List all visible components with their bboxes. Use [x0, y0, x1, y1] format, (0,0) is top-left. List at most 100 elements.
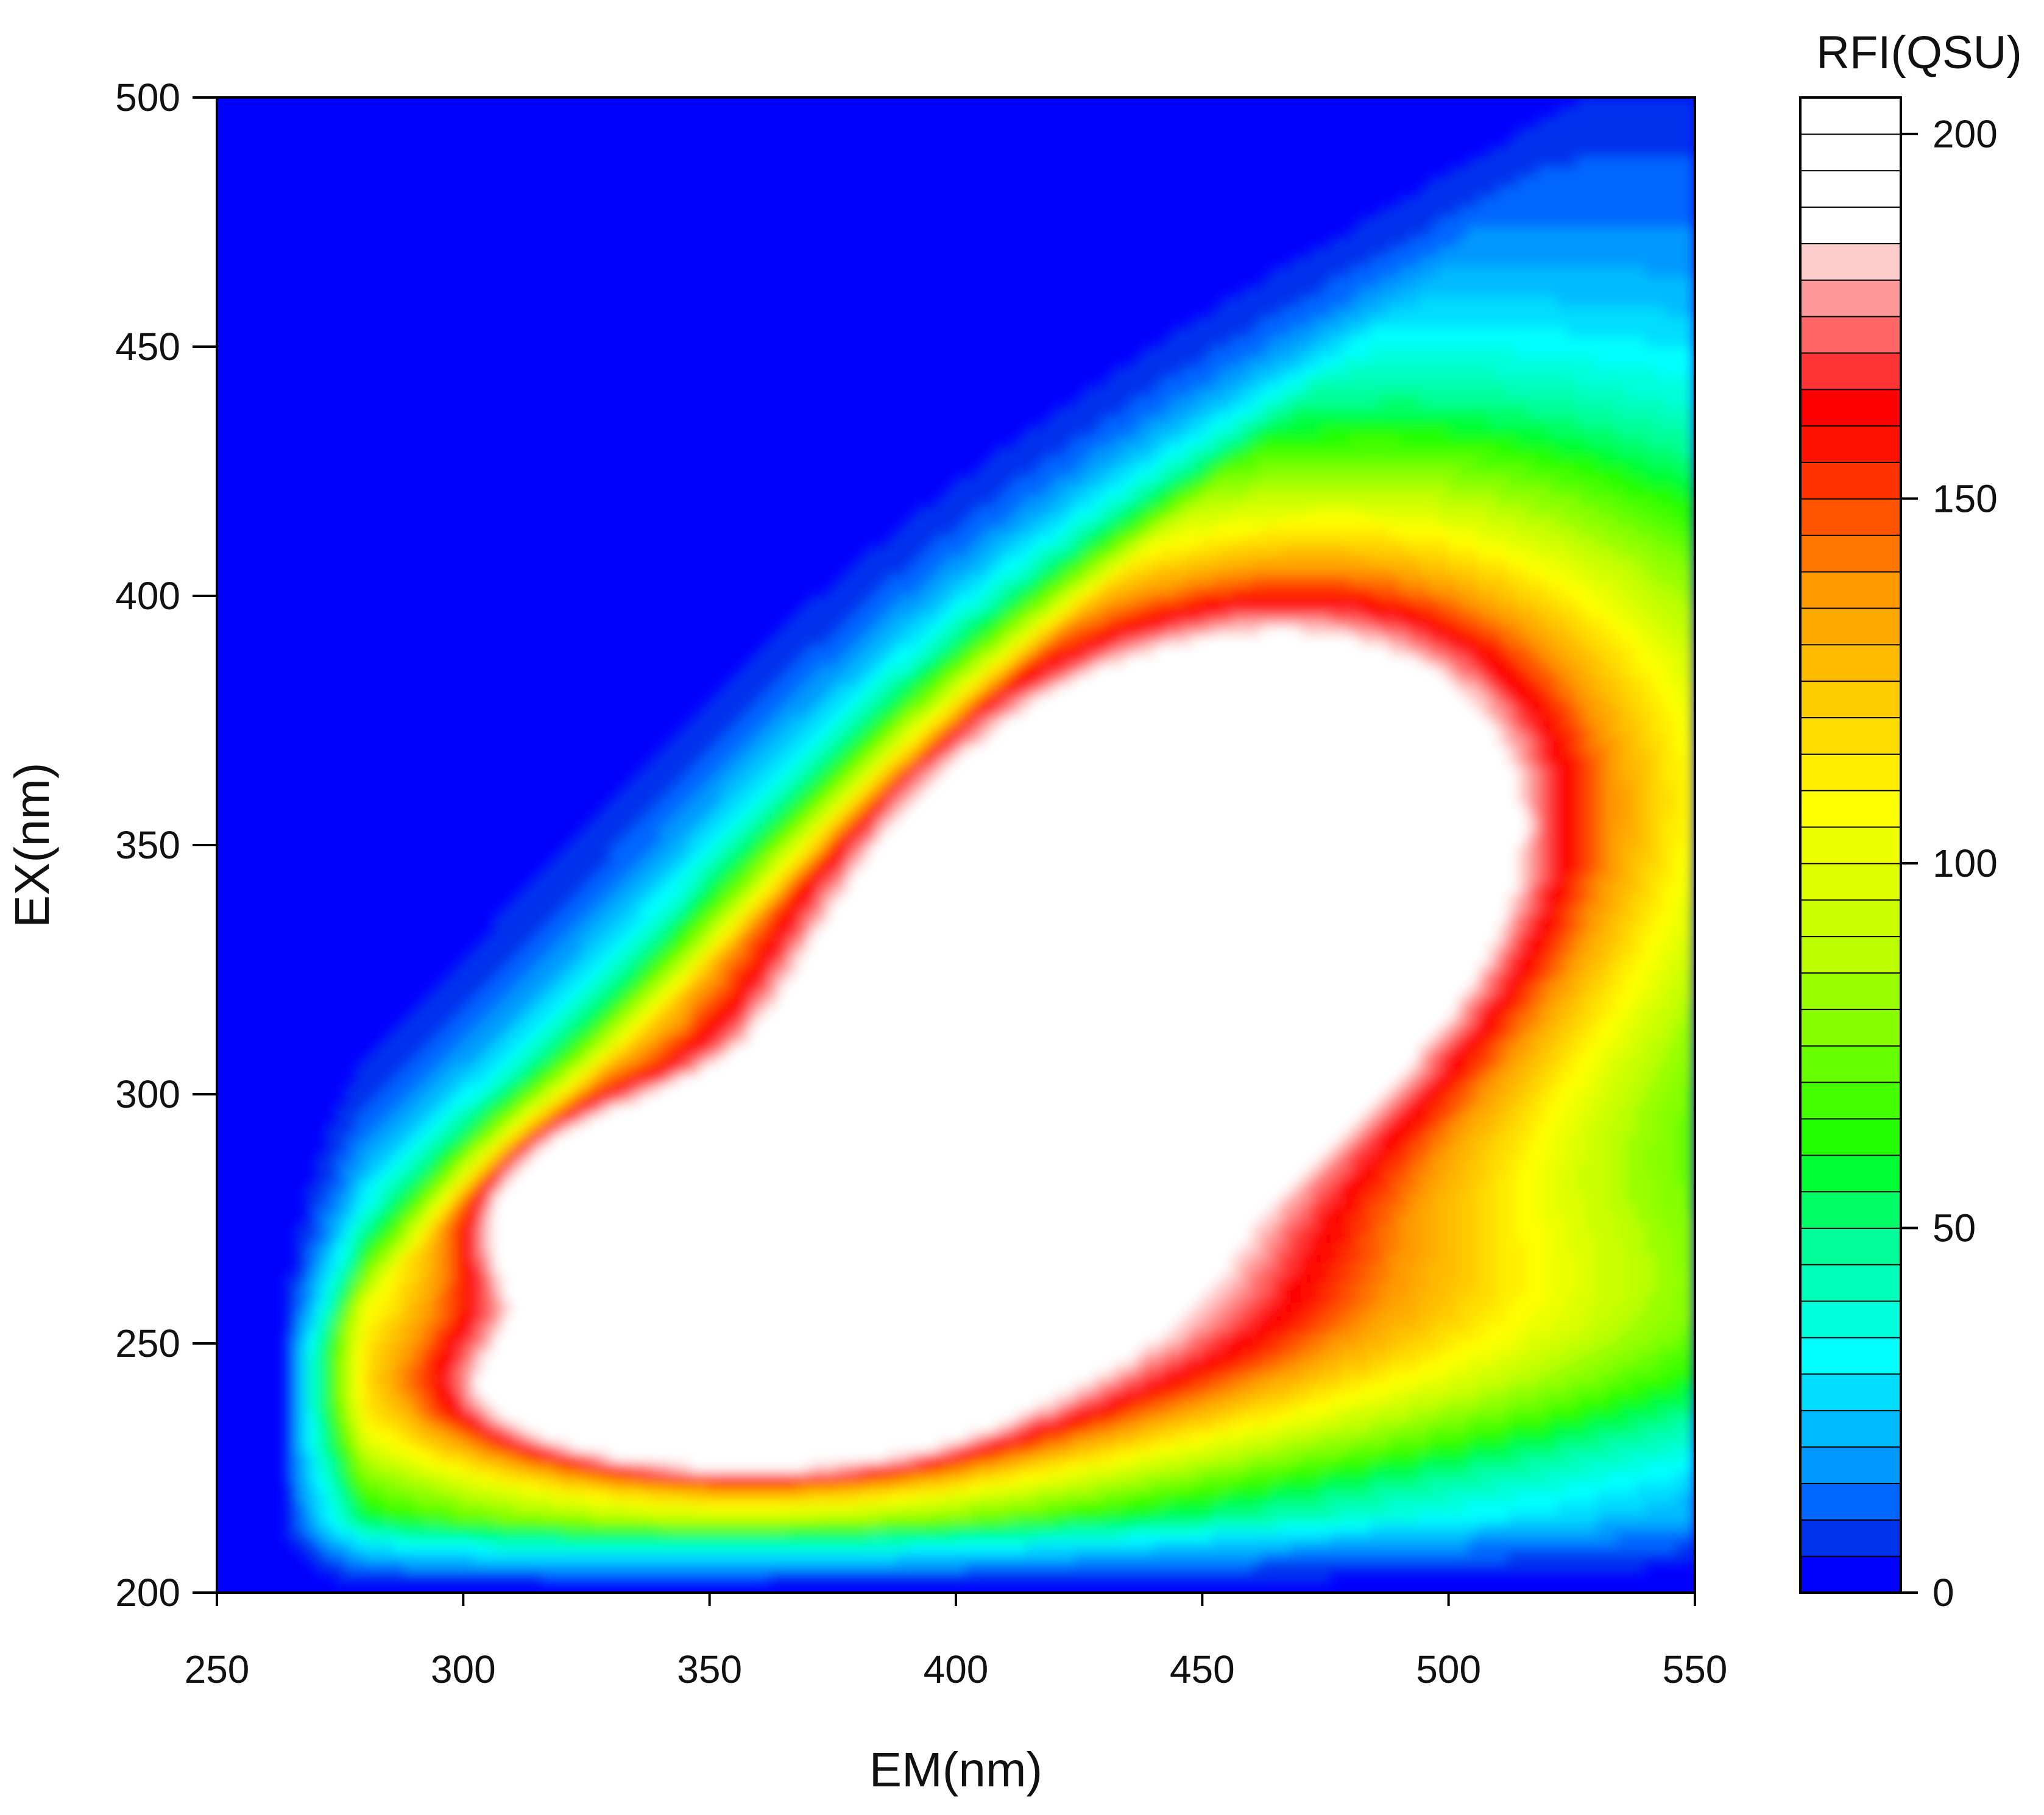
contour-cell [611, 955, 621, 965]
contour-cell [571, 1343, 582, 1354]
contour-cell [710, 1014, 720, 1025]
contour-cell [325, 1244, 336, 1254]
contour-cell [562, 1284, 572, 1294]
contour-cell [434, 994, 444, 1005]
contour-cell [877, 825, 888, 835]
contour-cell [345, 1264, 355, 1274]
contour-cell [926, 506, 936, 517]
contour-cell [788, 666, 799, 676]
contour-cell [592, 1024, 602, 1035]
contour-cell [532, 885, 543, 895]
contour-cell [552, 1035, 562, 1045]
contour-cell [463, 1055, 473, 1065]
contour-cell [788, 1323, 799, 1334]
contour-cell [690, 1473, 700, 1484]
contour-cell [355, 1204, 365, 1214]
contour-cell [720, 935, 730, 945]
contour-cell [670, 925, 681, 935]
contour-cell [562, 1503, 572, 1513]
contour-cell [897, 1383, 907, 1393]
contour-cell [907, 775, 917, 785]
contour-cell [503, 1174, 513, 1184]
contour-cell [857, 1453, 868, 1463]
contour-cell [660, 1194, 671, 1205]
contour-cell [857, 865, 868, 876]
contour-cell [808, 1144, 818, 1155]
contour-cell [562, 1334, 572, 1344]
contour-cell [729, 1393, 740, 1404]
contour-cell [710, 964, 720, 975]
contour-cell [493, 1314, 503, 1324]
contour-cell [838, 1493, 848, 1503]
contour-cell [916, 1423, 927, 1434]
contour-cell [847, 1293, 858, 1304]
contour-cell [729, 726, 740, 736]
contour-cell [838, 865, 848, 876]
contour-cell [798, 1164, 808, 1175]
contour-cell [611, 865, 621, 876]
contour-cell [759, 1453, 769, 1463]
contour-cell [503, 905, 513, 915]
contour-cell [444, 1383, 454, 1393]
contour-cell [286, 1453, 296, 1463]
contour-cell [818, 635, 829, 646]
contour-cell [562, 1463, 572, 1473]
contour-cell [512, 1094, 523, 1105]
contour-cell [512, 1144, 523, 1155]
contour-cell [562, 1124, 572, 1134]
contour-cell [493, 1164, 503, 1175]
contour-cell [788, 706, 799, 716]
contour-cell [601, 1144, 612, 1155]
contour-cell [660, 795, 671, 805]
contour-cell [838, 1284, 848, 1294]
contour-cell [345, 1403, 355, 1413]
contour-cell [335, 1413, 345, 1424]
contour-cell [788, 1244, 799, 1254]
contour-cell [463, 1264, 473, 1274]
contour-cell [818, 676, 829, 686]
contour-cell [335, 1403, 345, 1413]
contour-cell [788, 1144, 799, 1155]
contour-cell [345, 1304, 355, 1314]
contour-cell [739, 1094, 749, 1105]
contour-cell [424, 1254, 434, 1264]
contour-cell [522, 1164, 532, 1175]
contour-cell [847, 1433, 858, 1443]
contour-cell [483, 1473, 493, 1484]
contour-cell [414, 1304, 424, 1314]
contour-cell [503, 1513, 513, 1523]
contour-cell [916, 875, 927, 885]
contour-cell [828, 715, 838, 726]
contour-cell [434, 1084, 444, 1095]
contour-cell [720, 985, 730, 995]
contour-cell [384, 1244, 395, 1254]
contour-cell [680, 1164, 690, 1175]
contour-cell [877, 1403, 888, 1413]
contour-cell [887, 1413, 897, 1424]
contour-cell [769, 964, 779, 975]
contour-cell [365, 1194, 375, 1205]
contour-cell [473, 1543, 484, 1553]
contour-cell [631, 1343, 641, 1354]
contour-cell [749, 1483, 759, 1493]
contour-cell [522, 1024, 532, 1035]
contour-cell [857, 1044, 868, 1055]
contour-cell [887, 975, 897, 985]
contour-cell [779, 1064, 789, 1075]
contour-cell [699, 1014, 710, 1025]
contour-cell [581, 994, 592, 1005]
contour-cell [867, 706, 877, 716]
contour-cell [651, 1244, 661, 1254]
contour-cell [434, 1124, 444, 1134]
contour-cell [729, 1364, 740, 1374]
contour-cell [729, 1273, 740, 1284]
contour-cell [621, 795, 631, 805]
contour-cell [621, 1035, 631, 1045]
contour-cell [788, 1284, 799, 1294]
contour-cell [316, 1563, 326, 1573]
contour-cell [729, 755, 740, 766]
contour-cell [838, 1443, 848, 1454]
contour-cell [720, 1383, 730, 1393]
contour-cell [749, 815, 759, 826]
contour-cell [434, 1563, 444, 1573]
